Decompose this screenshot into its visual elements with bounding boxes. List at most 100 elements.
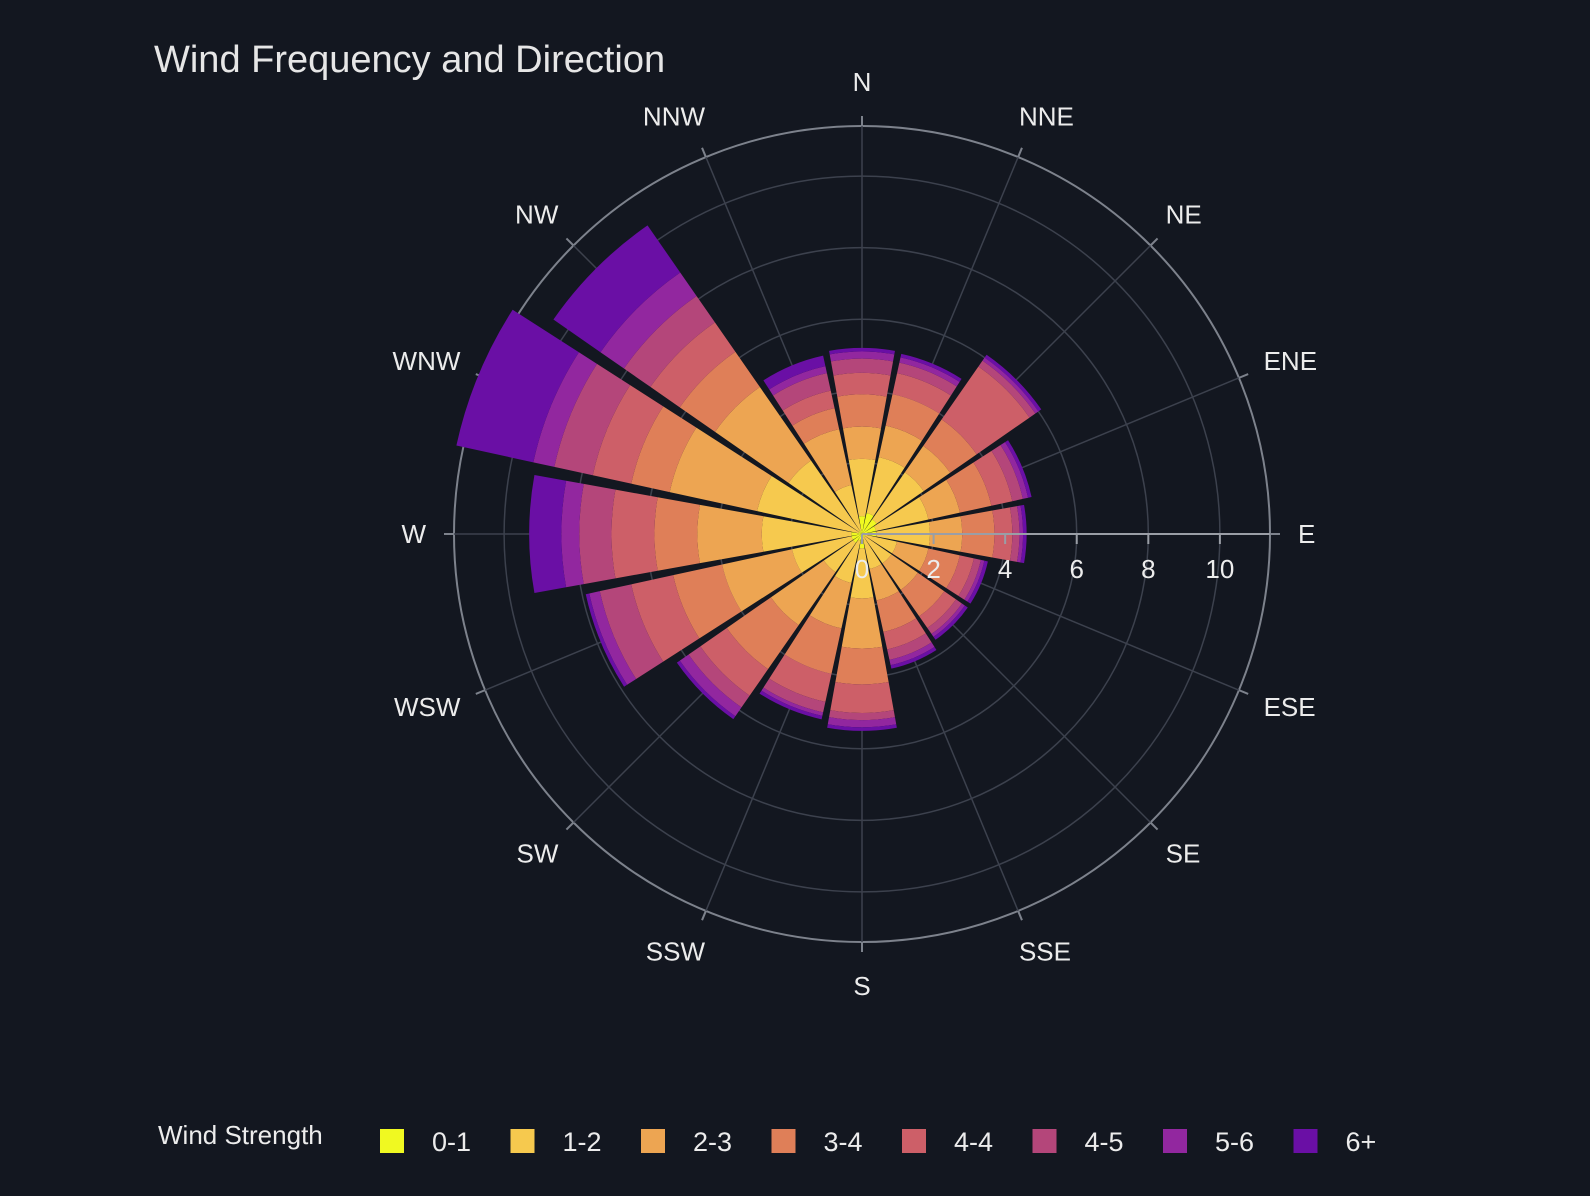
bar-segment-nw-3-4 — [679, 351, 760, 432]
bar-segment-ene-2-3 — [919, 479, 960, 520]
bar-segment-w-1-2 — [761, 516, 852, 552]
bar-segment-nw-4-5 — [623, 295, 715, 387]
bar-segment-w-4-4 — [611, 489, 658, 579]
bar-segment-ese-4-4 — [946, 555, 974, 596]
angular-tick — [1149, 237, 1159, 247]
angular-tick — [1149, 821, 1159, 831]
bar-segment-nne-3-4 — [885, 394, 940, 441]
bar-segment-wsw-0-1 — [851, 534, 862, 540]
bar-segment-ssw-1-2 — [834, 540, 861, 583]
bar-segment-ne-3-4 — [923, 419, 977, 473]
bar-segment-ese-6+ — [967, 560, 988, 604]
bar-segment-nw-4-4 — [650, 322, 736, 408]
bar-segment-sse-1-2 — [862, 537, 882, 569]
bar-segment-ene-1-2 — [874, 497, 929, 531]
bar-segment-ssw-4-5 — [763, 678, 826, 713]
bar-segment-n-3-4 — [837, 394, 887, 429]
bar-segment-ne-1-2 — [872, 472, 924, 524]
bar-segment-nne-0-1 — [862, 513, 874, 534]
legend-title: Wind Strength — [158, 1120, 323, 1150]
bar-segment-s-2-3 — [841, 597, 883, 649]
direction-label-nne: NNE — [1019, 101, 1074, 131]
bar-segment-nne-5-6 — [899, 357, 960, 387]
direction-label-sw: SW — [516, 839, 558, 869]
direction-label-ssw: SSW — [646, 937, 706, 967]
angular-tick — [701, 910, 707, 921]
bar-segment-nnw-4-4 — [782, 390, 835, 426]
bar-segment-se-4-5 — [927, 599, 962, 634]
radial-tick-label: 4 — [998, 554, 1012, 584]
direction-label-ese: ESE — [1264, 692, 1316, 722]
bar-segment-nnw-0-1 — [860, 530, 862, 534]
bar-segment-sw-1-2 — [823, 540, 856, 573]
bar-segment-sw-5-6 — [679, 654, 742, 717]
legend-swatch-2-3[interactable] — [641, 1129, 665, 1153]
wind-bars — [456, 225, 1042, 731]
legend-label-4-4: 4-4 — [954, 1127, 993, 1157]
bar-segment-wnw-6+ — [456, 309, 579, 463]
bar-segment-sse-6+ — [890, 646, 937, 669]
bar-segment-s-5-6 — [827, 717, 897, 728]
bar-segment-ne-4-4 — [941, 366, 1030, 455]
bar-segment-nw-6+ — [553, 225, 681, 353]
angular-tick — [565, 237, 575, 247]
bar-segment-s-4-4 — [830, 681, 894, 713]
bar-segment-wsw-4-4 — [631, 575, 700, 662]
bar-segment-sw-3-4 — [726, 597, 799, 670]
direction-labels: N NNE NE ENE E ESE SE SSE S SSW SW WSW W WNW NW NNW — [393, 67, 1318, 1001]
bar-segment-n-4-4 — [833, 372, 891, 397]
bar-segment-n-5-6 — [829, 351, 895, 362]
direction-label-e: E — [1298, 519, 1315, 549]
legend-swatch-1-2[interactable] — [510, 1129, 535, 1153]
bar-segment-se-6+ — [933, 605, 968, 640]
bar-segment-w-6+ — [529, 475, 567, 593]
legend-label-1-2: 1-2 — [563, 1127, 602, 1157]
bar-segment-sse-4-5 — [887, 633, 932, 660]
legend-swatch-0-1[interactable] — [380, 1129, 404, 1153]
legend-swatch-3-4[interactable] — [771, 1129, 796, 1153]
radial-tick-label: 2 — [926, 554, 940, 584]
bar-segment-ese-4-5 — [958, 558, 981, 600]
direction-label-se: SE — [1166, 839, 1201, 869]
bar-segment-ene-3-4 — [946, 462, 992, 513]
bar-segment-nne-4-4 — [892, 373, 951, 414]
legend-swatch-4-4[interactable] — [902, 1129, 926, 1153]
bar-segment-ene-4-4 — [973, 450, 1013, 506]
legend: Wind Strength 0-1 1-2 2-3 3-4 4-4 4-5 5-6 6+ — [158, 1120, 1376, 1157]
bar-segment-wsw-1-2 — [792, 536, 853, 573]
bar-segment-wnw-4-5 — [554, 363, 631, 476]
bar-segment-n-2-3 — [842, 426, 882, 461]
bar-segment-ene-5-6 — [1000, 442, 1029, 499]
angular-tick — [1238, 373, 1249, 379]
angular-tick — [701, 147, 707, 158]
legend-swatch-6+[interactable] — [1293, 1129, 1318, 1153]
bar-segment-n-6+ — [829, 347, 895, 355]
bar-segment-wsw-6+ — [585, 593, 628, 687]
bar-segment-ne-4-5 — [978, 360, 1036, 418]
bar-segment-nnw-1-2 — [834, 485, 862, 531]
bar-segment-wsw-2-3 — [722, 549, 802, 612]
legend-swatch-4-5[interactable] — [1032, 1129, 1057, 1153]
radial-tick-label: 6 — [1070, 554, 1084, 584]
direction-label-wnw: WNW — [393, 346, 461, 376]
bar-segment-wsw-4-5 — [599, 584, 664, 680]
legend-label-5-6: 5-6 — [1215, 1127, 1254, 1157]
bar-segment-ese-3-4 — [919, 548, 960, 589]
bar-segment-wnw-5-6 — [533, 352, 597, 467]
bar-segment-sw-6+ — [676, 660, 736, 720]
legend-swatch-5-6[interactable] — [1163, 1129, 1187, 1153]
direction-label-sse: SSE — [1019, 937, 1071, 967]
legend-label-0-1: 0-1 — [432, 1127, 471, 1157]
bar-segment-wsw-3-4 — [673, 564, 742, 639]
bar-segment-wnw-2-3 — [669, 427, 772, 512]
direction-label-n: N — [853, 67, 872, 97]
bar-segment-ne-2-3 — [904, 445, 951, 492]
angular-tick — [475, 689, 486, 695]
direction-label-w: W — [401, 519, 426, 549]
radial-tick-label: 8 — [1141, 554, 1155, 584]
bar-segment-se-1-2 — [864, 536, 892, 564]
bar-segment-wnw-1-2 — [757, 475, 859, 534]
bar-segment-sse-4-4 — [883, 618, 926, 650]
